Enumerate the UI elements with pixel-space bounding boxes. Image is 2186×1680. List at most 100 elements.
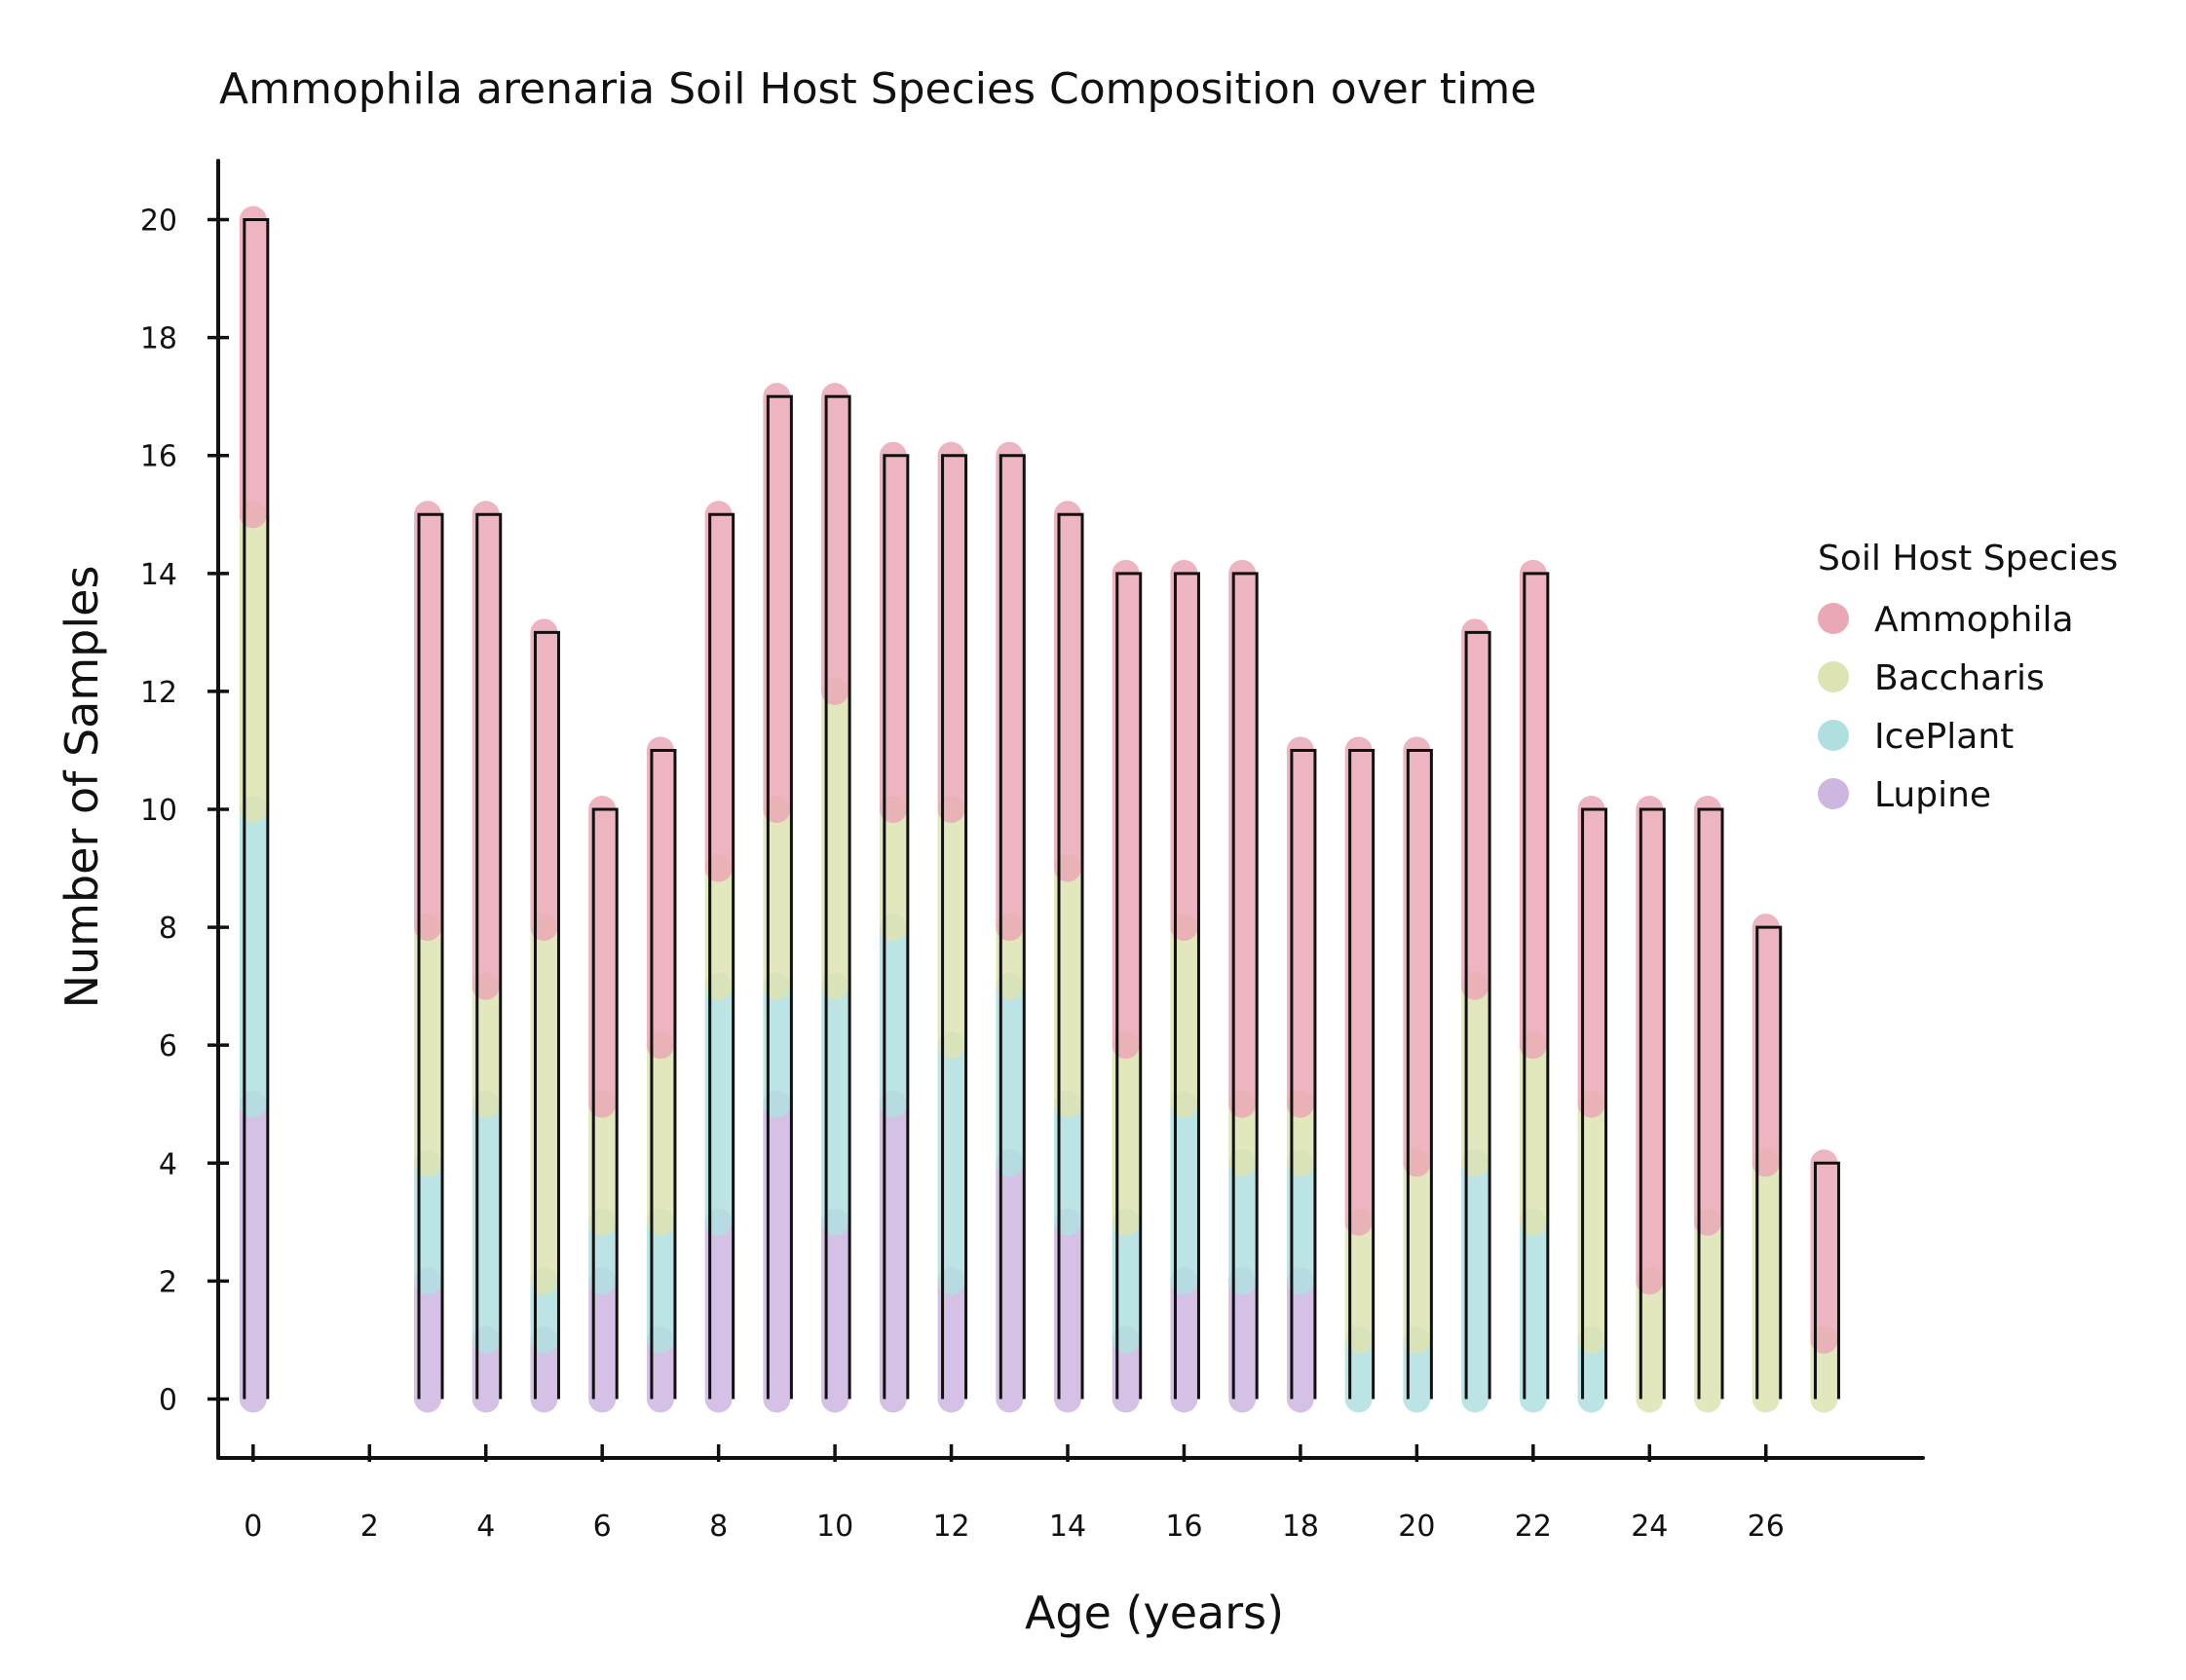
bar-segment-iceplant [1286, 1149, 1314, 1295]
bar-segment-baccharis [1112, 1031, 1140, 1236]
bar-outline [1348, 748, 1376, 1400]
bar-segment-lupine [414, 1267, 442, 1413]
bar-segment-iceplant [821, 972, 849, 1236]
bar-outlines [243, 218, 1840, 1400]
bar-segment-lupine [1228, 1267, 1257, 1413]
bar-segment-ammophila [1694, 796, 1722, 1236]
legend-label-lupine: Lupine [1874, 775, 1991, 815]
chart-title: Ammophila arenaria Soil Host Species Com… [219, 64, 1536, 114]
bar-segment-baccharis [471, 972, 500, 1118]
bar-segment-baccharis [530, 914, 558, 1295]
x-tick-label: 22 [1515, 1510, 1552, 1544]
y-tick-label: 6 [159, 1029, 177, 1064]
bar-segment-ammophila [471, 501, 500, 1000]
bar-segment-ammophila [646, 736, 674, 1060]
bar-segment-iceplant [1054, 1090, 1082, 1236]
bar-outline [1755, 925, 1783, 1400]
bar-outline [243, 218, 270, 1400]
x-tick-label: 10 [816, 1510, 853, 1544]
x-tick-label: 4 [476, 1510, 495, 1544]
bar-segment-ammophila [879, 441, 907, 823]
bar-segment-baccharis [1461, 972, 1489, 1177]
bar-segment-baccharis [879, 796, 907, 942]
bar-segment-iceplant [414, 1149, 442, 1295]
bar-segment-lupine [821, 1208, 849, 1413]
bar-segment-iceplant [1519, 1208, 1547, 1413]
bar-segment-baccharis [1636, 1267, 1664, 1413]
bar-segment-lupine [588, 1267, 617, 1413]
bar-segment-baccharis [1054, 854, 1082, 1118]
bar-segment-iceplant [1228, 1149, 1257, 1295]
x-tick-label: 6 [593, 1510, 612, 1544]
bar-segment-ammophila [821, 383, 849, 705]
bar-outline [1406, 748, 1433, 1400]
x-tick-label: 26 [1748, 1510, 1785, 1544]
bar-segment-ammophila [1577, 796, 1605, 1118]
bar-segment-lupine [704, 1208, 733, 1413]
bar-outline [883, 454, 910, 1400]
x-axis-label: Age (years) [1025, 1587, 1284, 1639]
x-tick-label: 16 [1165, 1510, 1202, 1544]
bar-segment-ammophila [763, 383, 791, 823]
bar-segment-iceplant [1112, 1208, 1140, 1354]
y-axis-label: Number of Samples [56, 566, 108, 1009]
bar-segment-lupine [879, 1090, 907, 1413]
x-tick-label: 24 [1631, 1510, 1668, 1544]
bar-segment-baccharis [704, 854, 733, 1000]
y-tick-label: 20 [140, 205, 177, 239]
bar-segment-lupine [1286, 1267, 1314, 1413]
y-tick-label: 4 [159, 1147, 177, 1181]
bar-outline [708, 512, 735, 1400]
bar-segment-lupine [937, 1267, 965, 1413]
bar-segment-ammophila [1752, 914, 1780, 1177]
legend-swatch-baccharis [1818, 661, 1849, 692]
y-tick-label: 14 [140, 558, 177, 592]
bar-segment-lupine [239, 1090, 267, 1413]
bar-segment-ammophila [588, 796, 617, 1118]
y-tick-label: 18 [140, 322, 177, 356]
bar-segment-ammophila [704, 501, 733, 882]
bar-segment-baccharis [1752, 1149, 1780, 1413]
bar-outline [650, 748, 677, 1400]
bar-outline [533, 630, 560, 1400]
bar-segment-ammophila [1112, 559, 1140, 1060]
legend-title: Soil Host Species [1818, 539, 2118, 579]
bar-segment-iceplant [879, 914, 907, 1118]
bar-segment-baccharis [646, 1031, 674, 1236]
bar-outline [766, 394, 793, 1400]
bar-segment-baccharis [588, 1090, 617, 1236]
bar-segment-ammophila [1054, 501, 1082, 882]
y-tick-label: 8 [159, 912, 177, 946]
bar-outline [591, 807, 619, 1400]
bar-outline [1697, 807, 1724, 1400]
bar-outline [1231, 572, 1259, 1400]
bar-segment-iceplant [471, 1090, 500, 1354]
x-tick-label: 18 [1282, 1510, 1319, 1544]
y-tick-label: 16 [140, 440, 177, 474]
bar-segment-baccharis [1694, 1208, 1722, 1413]
bar-segment-baccharis [821, 677, 849, 1000]
y-tick-label: 0 [159, 1383, 177, 1417]
bar-outline [941, 454, 968, 1400]
bar-outline [1115, 572, 1143, 1400]
legend-swatch-ammophila [1818, 603, 1849, 634]
bar-segment-ammophila [1636, 796, 1664, 1295]
x-axis-ticks: 0 2 4 6 8 10 12 14 16 18 20 22 24 26 [244, 1444, 1785, 1544]
bar-segment-baccharis [1344, 1208, 1373, 1354]
legend: Soil Host Species Ammophila Baccharis IceP… [1818, 539, 2118, 815]
bar-outline [999, 454, 1026, 1400]
bar-segment-baccharis [1519, 1031, 1547, 1236]
bar-outline [475, 512, 503, 1400]
bar-segment-iceplant [937, 1031, 965, 1295]
bar-segments [239, 205, 1838, 1413]
bar-segment-baccharis [1170, 914, 1198, 1118]
bar-segment-iceplant [239, 796, 267, 1118]
bar-segment-ammophila [530, 618, 558, 942]
x-tick-label: 20 [1398, 1510, 1435, 1544]
bar-segment-iceplant [763, 972, 791, 1118]
x-tick-label: 14 [1049, 1510, 1086, 1544]
bar-segment-iceplant [996, 972, 1024, 1177]
y-axis-ticks: 0 2 4 6 8 10 12 14 16 18 20 [140, 205, 229, 1417]
bar-segment-baccharis [763, 796, 791, 1000]
